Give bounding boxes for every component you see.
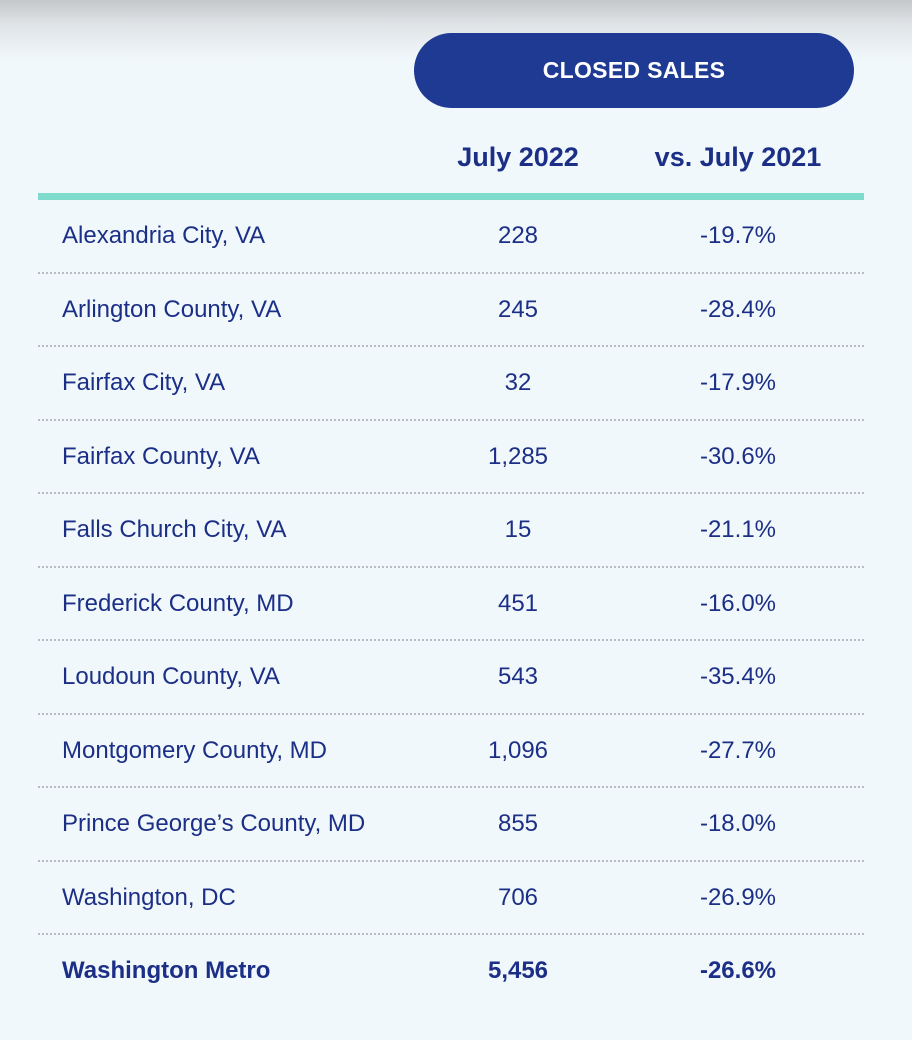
closed-sales-value: 1,096 [487, 736, 549, 764]
closed-sales-value: 245 [497, 295, 539, 323]
yoy-change: -16.0% [699, 589, 777, 617]
closed-sales-value: 855 [497, 810, 539, 837]
jurisdiction-name: Fairfax County, VA [62, 442, 260, 470]
table-row: Falls Church City, VA 15 -21.1% [38, 494, 864, 568]
jurisdiction-name: Alexandria City, VA [62, 222, 266, 249]
yoy-change: -27.7% [699, 736, 777, 764]
jurisdiction-name: Fairfax City, VA [62, 369, 226, 396]
yoy-change: -35.4% [699, 663, 777, 690]
total-row: Washington Metro 5,456 -26.6% [38, 935, 864, 1009]
table-row: Frederick County, MD 451 -16.0% [38, 568, 864, 641]
yoy-change: -21.1% [699, 516, 777, 543]
closed-sales-header-pill: CLOSED SALES [414, 33, 854, 108]
yoy-change: -26.9% [699, 883, 777, 911]
table-row: Prince George’s County, MD 855 -18.0% [38, 788, 864, 862]
column-header-current: July 2022 [457, 142, 579, 172]
closed-sales-value: 1,285 [487, 442, 549, 470]
closed-sales-value: 543 [497, 663, 539, 690]
closed-sales-value: 451 [497, 589, 539, 617]
jurisdiction-name: Loudoun County, VA [62, 663, 280, 690]
closed-sales-value: 15 [504, 516, 532, 543]
table-row: Fairfax County, VA 1,285 -30.6% [38, 421, 864, 494]
yoy-change: -19.7% [699, 222, 777, 249]
jurisdiction-name: Prince George’s County, MD [62, 810, 366, 837]
jurisdiction-name: Washington, DC [62, 883, 236, 911]
table-row: Alexandria City, VA 228 -19.7% [38, 200, 864, 274]
total-change: -26.6% [699, 957, 777, 984]
total-name: Washington Metro [62, 957, 271, 984]
jurisdiction-name: Arlington County, VA [62, 295, 282, 323]
total-value: 5,456 [487, 957, 549, 984]
closed-sales-value: 32 [504, 369, 532, 396]
jurisdiction-name: Falls Church City, VA [62, 516, 287, 543]
sales-table: Alexandria City, VA 228 -19.7% Arlington… [38, 200, 864, 1009]
yoy-change: -18.0% [699, 810, 777, 837]
table-row: Loudoun County, VA 543 -35.4% [38, 641, 864, 715]
header-divider [38, 193, 864, 200]
yoy-change: -28.4% [699, 295, 777, 323]
table-row: Washington, DC 706 -26.9% [38, 862, 864, 935]
table-row: Montgomery County, MD 1,096 -27.7% [38, 715, 864, 788]
table-row: Fairfax City, VA 32 -17.9% [38, 347, 864, 421]
jurisdiction-name: Montgomery County, MD [62, 736, 327, 764]
column-header-change: vs. July 2021 [654, 142, 822, 172]
table-row: Arlington County, VA 245 -28.4% [38, 274, 864, 347]
yoy-change: -17.9% [699, 369, 777, 396]
jurisdiction-name: Frederick County, MD [62, 589, 294, 617]
closed-sales-value: 706 [497, 883, 539, 911]
section-title: CLOSED SALES [542, 57, 726, 83]
yoy-change: -30.6% [699, 442, 777, 470]
closed-sales-value: 228 [497, 222, 539, 249]
